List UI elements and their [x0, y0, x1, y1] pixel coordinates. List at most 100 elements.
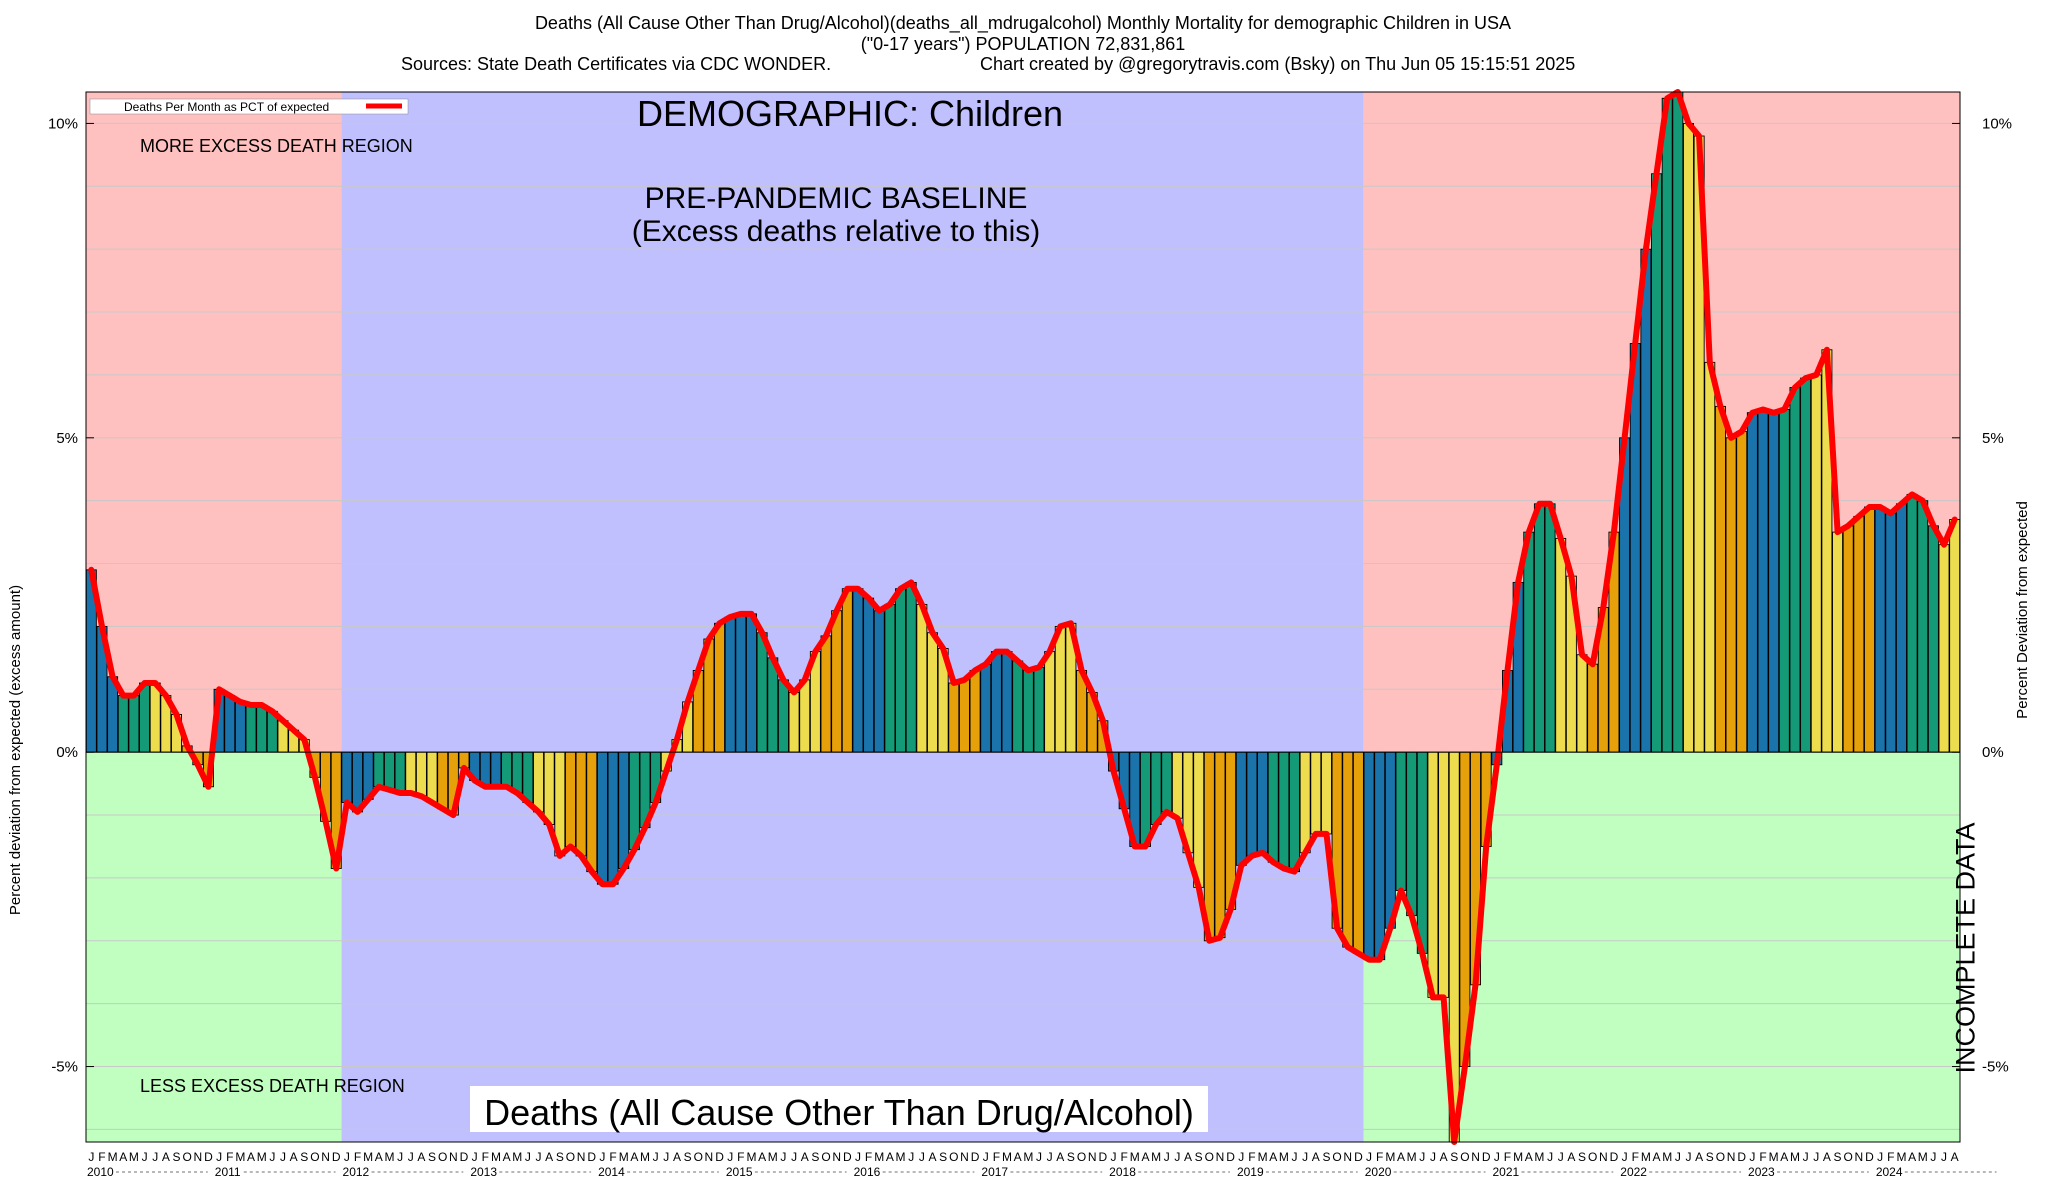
x-tick-month: M — [1385, 1150, 1395, 1164]
bar — [618, 751, 630, 869]
bar — [895, 588, 907, 753]
x-tick-month: J — [1685, 1150, 1691, 1164]
bar — [1523, 531, 1535, 753]
x-tick-month: J — [536, 1150, 542, 1164]
bar — [1661, 97, 1673, 753]
bar — [735, 613, 747, 753]
x-tick-month: J — [216, 1150, 222, 1164]
bar — [1874, 506, 1886, 753]
x-tick-month: O — [1588, 1150, 1597, 1164]
y-ticks: 10% 10% 5% 5% 0% 0% -5% -5% — [48, 115, 2012, 1075]
x-tick-month: D — [971, 1150, 980, 1164]
bar — [1736, 431, 1748, 753]
bar — [1864, 506, 1875, 753]
x-tick-month: F — [1120, 1150, 1127, 1164]
bar — [980, 663, 992, 753]
bar — [1757, 409, 1769, 753]
bar — [1150, 751, 1162, 825]
x-tick-month: J — [1419, 1150, 1425, 1164]
x-tick-month: A — [928, 1150, 936, 1164]
x-tick-month: N — [1343, 1150, 1352, 1164]
x-tick-month: D — [1482, 1150, 1491, 1164]
x-tick-month: A — [162, 1150, 170, 1164]
baseline-label-line1: PRE-PANDEMIC BASELINE — [645, 182, 1028, 215]
x-tick-month: J — [1547, 1150, 1553, 1164]
x-tick-month: O — [310, 1150, 319, 1164]
x-tick-month: N — [1727, 1150, 1736, 1164]
x-tick-month: O — [1205, 1150, 1214, 1164]
bar — [1416, 751, 1428, 954]
bar — [746, 613, 757, 753]
bar — [1033, 666, 1045, 753]
bar — [1853, 515, 1865, 753]
x-tick-month: M — [1918, 1150, 1928, 1164]
bar — [1267, 751, 1279, 863]
bar — [1054, 625, 1066, 753]
x-tick-month: J — [1877, 1150, 1883, 1164]
x-tick-month: J — [855, 1150, 861, 1164]
x-tick-month: A — [375, 1150, 383, 1164]
x-tick-month: M — [1513, 1150, 1523, 1164]
x-tick-month: N — [1599, 1150, 1608, 1164]
bar — [1161, 751, 1173, 813]
bar — [1533, 503, 1545, 753]
bar — [799, 679, 811, 753]
bar — [1289, 751, 1300, 873]
bar — [1438, 751, 1450, 998]
x-tick-month: F — [354, 1150, 361, 1164]
x-tick-month: O — [1332, 1150, 1341, 1164]
x-tick-month: J — [280, 1150, 286, 1164]
x-tick-month: A — [1312, 1150, 1320, 1164]
x-tick-month: D — [332, 1150, 341, 1164]
bar — [575, 751, 587, 857]
bar — [820, 635, 832, 753]
x-tick-month: A — [1440, 1150, 1448, 1164]
x-tick-month: F — [993, 1150, 1000, 1164]
bar — [1342, 751, 1354, 948]
x-tick-month: A — [1014, 1150, 1022, 1164]
x-tick-year: 2010 — [87, 1165, 114, 1179]
bar — [1555, 537, 1567, 753]
bar — [1214, 751, 1226, 939]
year-label-bg — [1107, 1165, 1138, 1178]
x-tick-month: J — [1111, 1150, 1117, 1164]
x-tick-month: J — [269, 1150, 275, 1164]
bar — [1629, 343, 1641, 753]
x-tick-month: O — [1077, 1150, 1086, 1164]
bar — [1406, 751, 1418, 917]
bar — [394, 751, 406, 794]
x-tick-month: F — [98, 1150, 105, 1164]
x-tick-month: J — [663, 1150, 669, 1164]
bar — [1704, 361, 1716, 753]
x-tick-month: J — [408, 1150, 414, 1164]
bar — [1001, 651, 1013, 753]
x-tick-month: A — [247, 1150, 255, 1164]
bar — [596, 751, 608, 885]
bar — [383, 751, 395, 791]
x-tick-month: M — [1769, 1150, 1779, 1164]
x-tick-month: O — [566, 1150, 575, 1164]
bar — [1789, 387, 1801, 753]
x-tick-month: A — [1397, 1150, 1405, 1164]
bar — [1246, 751, 1258, 857]
bar — [1395, 751, 1407, 891]
bar — [426, 751, 438, 803]
series-caption-box — [470, 1086, 1208, 1132]
x-tick-month: D — [1737, 1150, 1746, 1164]
year-label-bg — [1746, 1165, 1777, 1178]
x-tick-month: F — [226, 1150, 233, 1164]
x-tick-month: O — [438, 1150, 447, 1164]
x-tick-month: J — [525, 1150, 531, 1164]
bar — [852, 588, 864, 753]
x-tick-month: A — [1269, 1150, 1277, 1164]
bar — [341, 751, 353, 803]
x-tick-month: J — [983, 1150, 989, 1164]
x-tick-month: M — [235, 1150, 245, 1164]
y-tick-label-left: -5% — [51, 1059, 78, 1076]
x-tick-month: S — [428, 1150, 436, 1164]
x-tick-month: J — [1749, 1150, 1755, 1164]
y-tick-label-right: 10% — [1982, 115, 2012, 132]
x-tick-month: D — [1610, 1150, 1619, 1164]
y-tick-label-right: 0% — [1982, 744, 2004, 761]
x-tick-month: J — [1430, 1150, 1436, 1164]
